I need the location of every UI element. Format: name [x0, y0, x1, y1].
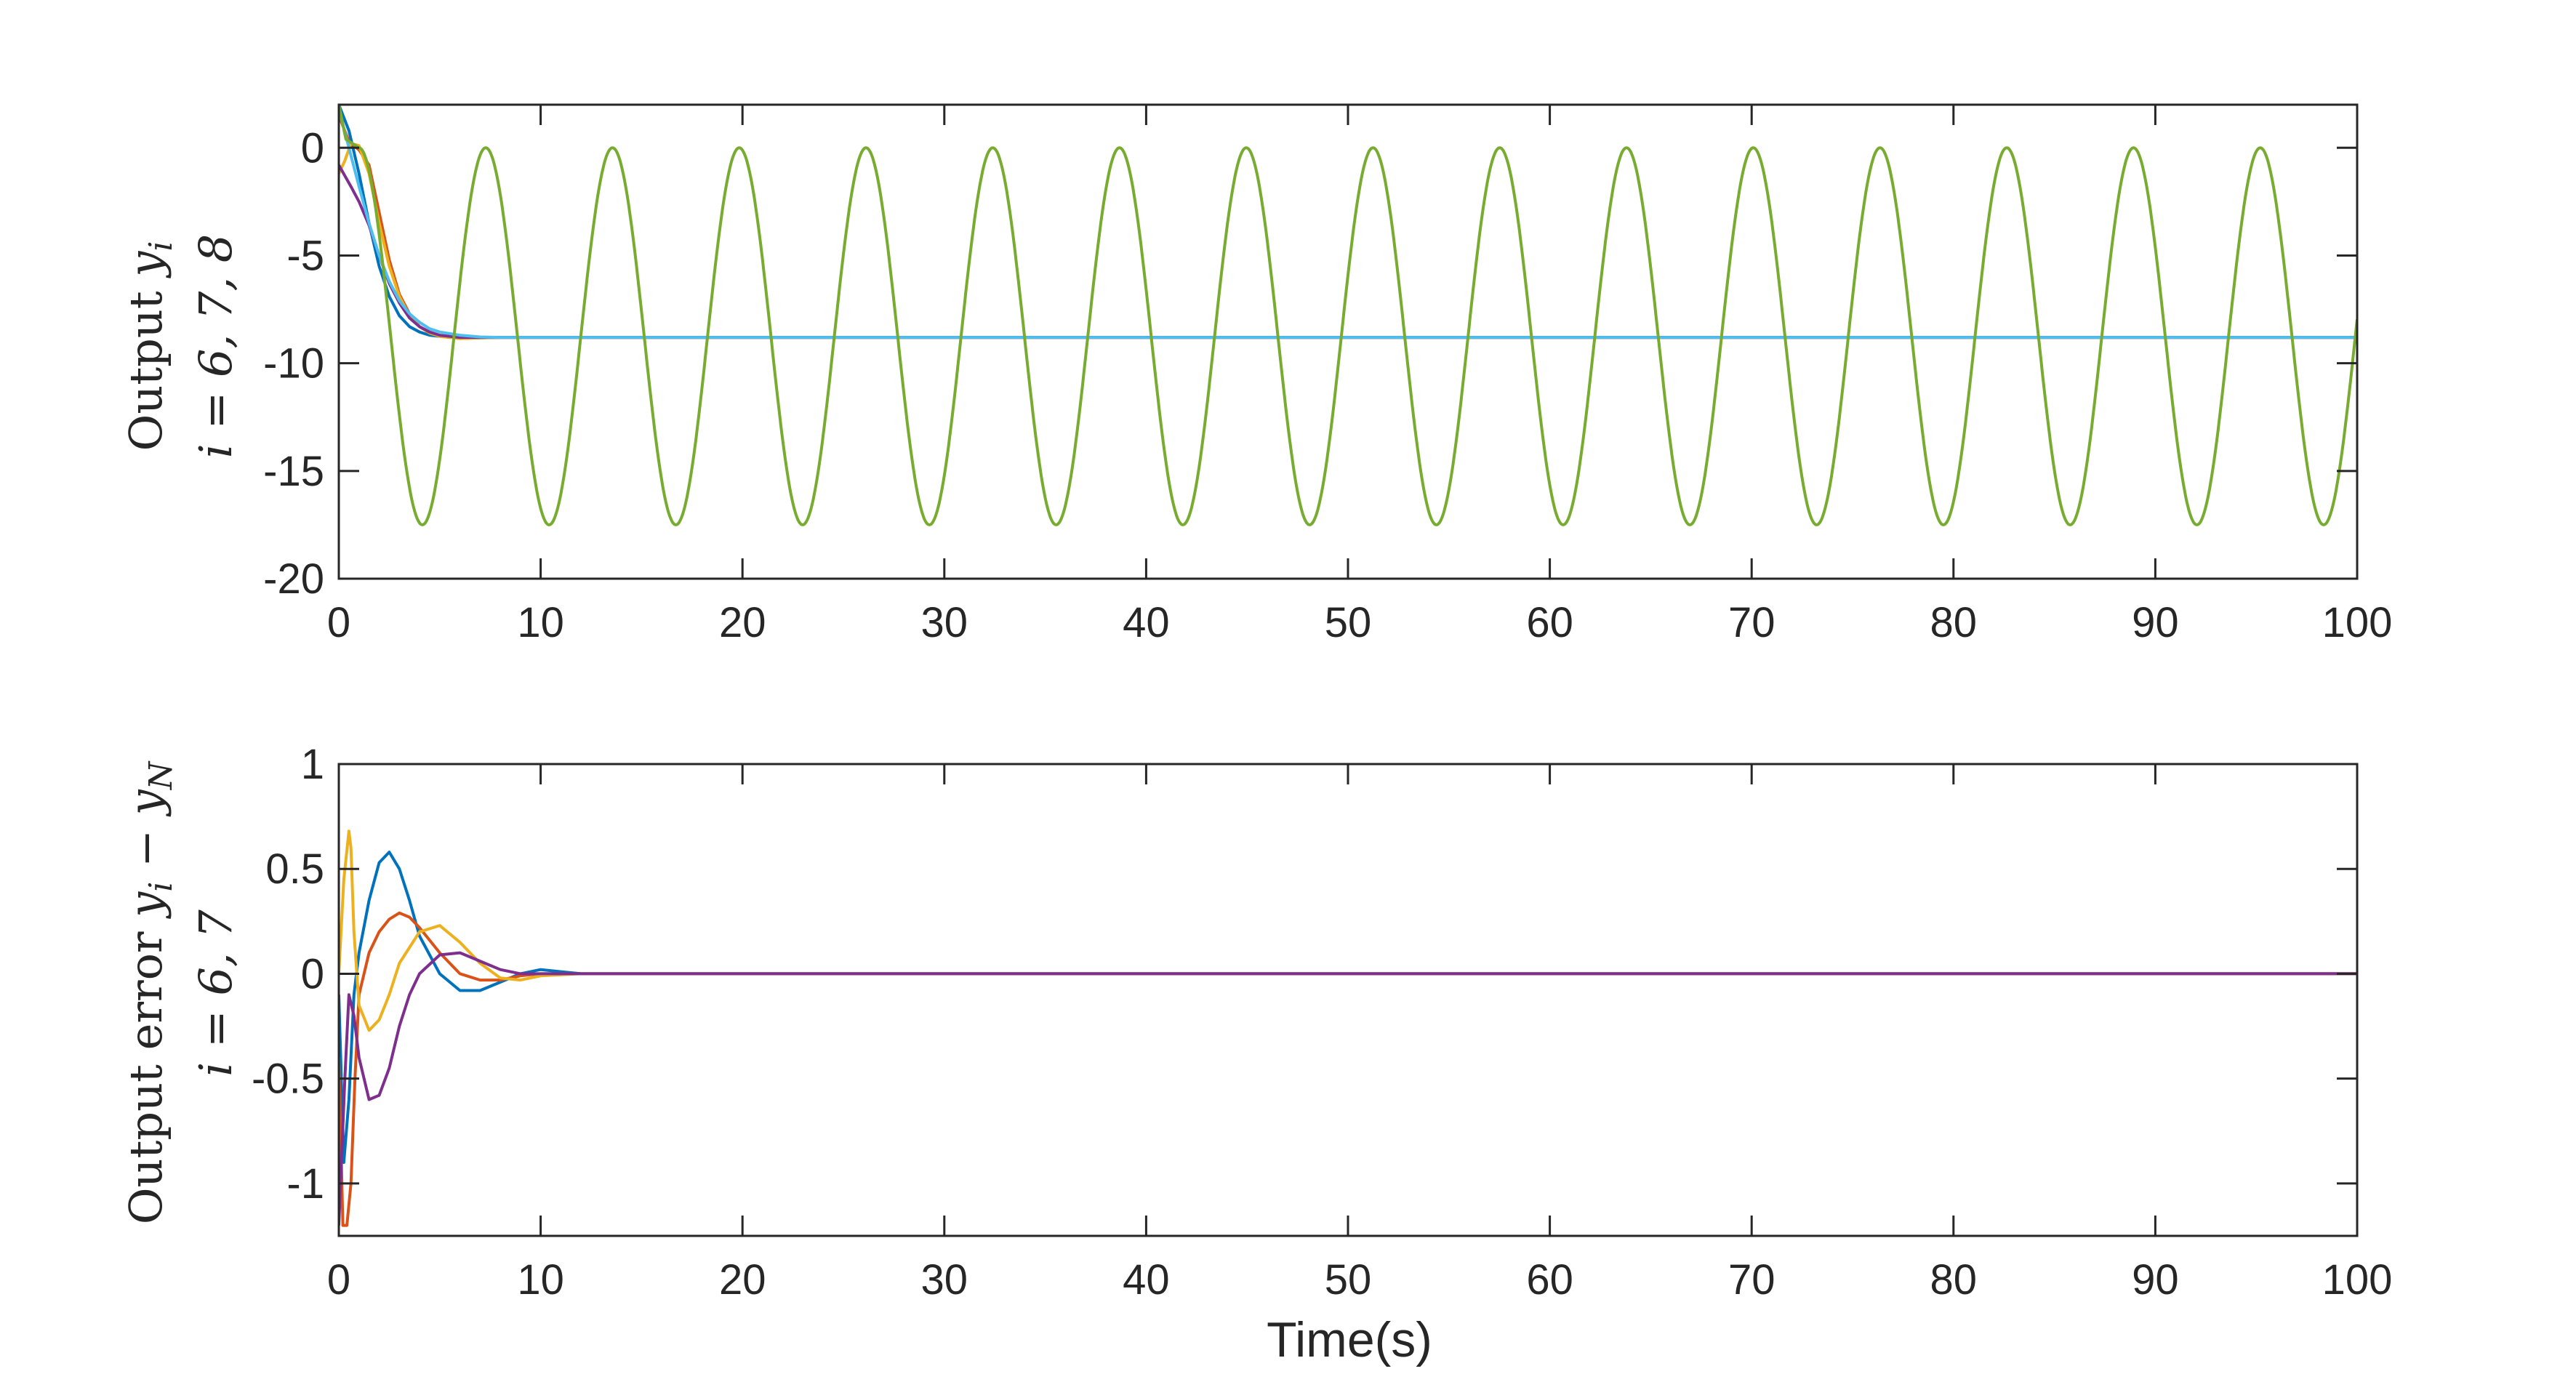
top-ytick-label: -15 [263, 448, 324, 495]
bottom-ytick-label: 1 [301, 741, 324, 788]
bottom-ylabel-sub: i [143, 882, 180, 892]
top-ylabel-text: Output [119, 277, 172, 451]
bottom-xtick-label: 10 [517, 1256, 564, 1303]
top-ytick-label: -20 [263, 555, 324, 603]
top-ylabel-line2: i = 6, 7, 8 [189, 234, 242, 458]
top-plot-area: 0 10 20 30 40 50 60 70 80 90 100 0 -5 -10 -15 -20 [263, 103, 2393, 646]
bottom-ylabel-line2: i = 6, 7 [189, 909, 242, 1077]
top-xtick-label: 0 [327, 599, 350, 646]
bottom-xtick-label: 100 [2322, 1256, 2393, 1303]
bottom-xtick-label: 90 [2132, 1256, 2179, 1303]
top-xtick-label: 10 [517, 599, 564, 646]
bottom-xtick-label: 30 [921, 1256, 968, 1303]
top-xtick-label: 80 [1930, 599, 1978, 646]
top-xtick-label: 60 [1526, 599, 1573, 646]
top-ylabel-sub: i [143, 241, 180, 251]
top-ylabel: Output yi [119, 241, 180, 451]
top-xtick-label: 40 [1123, 599, 1170, 646]
bottom-ytick-label: -1 [286, 1160, 324, 1208]
top-ytick-label: 0 [301, 124, 324, 172]
bottom-ytick-label: 0.5 [265, 845, 324, 893]
bottom-ylabel-sub2: N [143, 760, 180, 790]
top-xtick-label: 70 [1728, 599, 1775, 646]
top-ylabel-symbol: y [119, 251, 172, 279]
bottom-ytick-label: 0 [301, 950, 324, 997]
bottom-xtick-label: 50 [1325, 1256, 1372, 1303]
bottom-xtick-label: 0 [327, 1256, 350, 1303]
top-axes-box [337, 103, 2359, 580]
top-ytick-label: -10 [263, 340, 324, 387]
bottom-xtick-label: 40 [1123, 1256, 1170, 1303]
top-ytick-label: -5 [286, 232, 324, 279]
top-xtick-label: 30 [921, 599, 968, 646]
bottom-series-2 [339, 911, 2357, 1227]
bottom-series-4 [339, 951, 2357, 1226]
bottom-ylabel-minus: − [119, 815, 172, 881]
bottom-plot-area: 0 10 20 30 40 50 60 70 80 90 100 1 0.5 0 -0.5 -1 [252, 741, 2392, 1303]
top-xtick-label: 90 [2132, 599, 2179, 646]
bottom-series-1 [339, 851, 2357, 1164]
top-series-5 [339, 108, 2357, 340]
bottom-ylabel-symbol: y [119, 891, 172, 920]
top-xtick-label: 20 [719, 599, 766, 646]
bottom-ylabel-symbol2: y [119, 789, 172, 817]
bottom-xtick-label: 70 [1728, 1256, 1775, 1303]
bottom-xtick-label: 20 [719, 1256, 766, 1303]
bottom-xtick-label: 60 [1526, 1256, 1573, 1303]
top-series-6 [339, 105, 2357, 526]
top-xtick-label: 50 [1325, 599, 1372, 646]
bottom-series-3 [339, 829, 2357, 1032]
top-xtick-label: 100 [2322, 599, 2393, 646]
bottom-xlabel: Time(s) [1267, 1312, 1432, 1367]
bottom-axes-box [337, 763, 2359, 1237]
bottom-ytick-label: -0.5 [252, 1056, 324, 1103]
bottom-xtick-label: 80 [1930, 1256, 1978, 1303]
bottom-ylabel: Output error yi − yN [119, 760, 180, 1224]
bottom-ylabel-text: Output error [119, 917, 172, 1225]
